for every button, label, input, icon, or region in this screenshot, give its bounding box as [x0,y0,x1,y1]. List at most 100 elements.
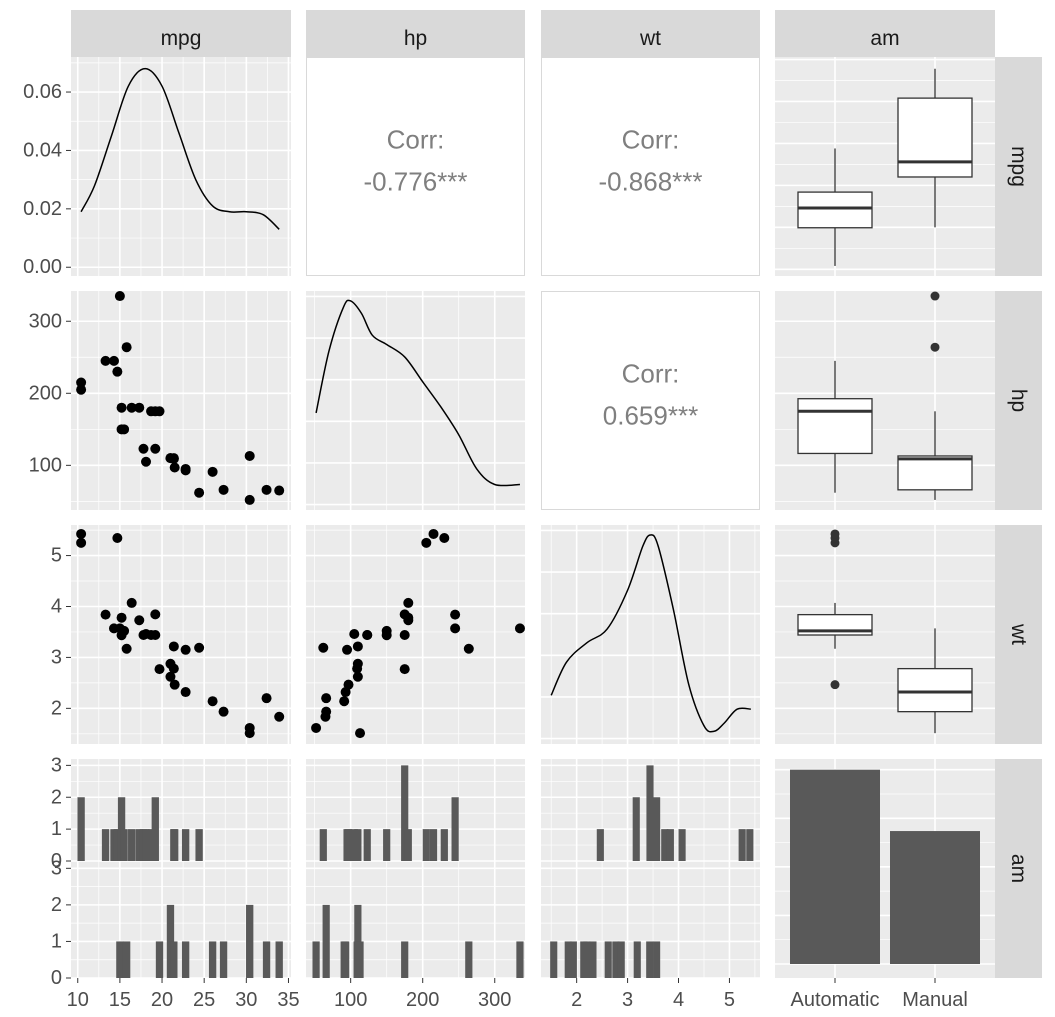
hp-x-tick-label: 300 [478,989,511,1011]
panel-wt-mpg [71,525,291,744]
corr-label: Corr: [622,125,680,155]
hp-y-tick-label: 300 [29,310,62,332]
strip-top-mpg [71,10,291,57]
scatter-point [108,355,119,366]
scatter-point [399,630,410,641]
scatter-point [126,597,137,608]
strip-label-right-am: am [1007,854,1030,883]
scatter-point [362,630,373,641]
hist-bar-automatic [451,797,459,861]
hist-bar-manual [583,941,591,978]
hist-bar-automatic [350,829,358,861]
scatter-point [168,641,179,652]
scatter-point [180,687,191,698]
scatter-point [463,643,474,654]
panel-mpg-wt: Corr: -0.868*** [541,57,760,276]
hist-bar-manual [170,941,178,978]
hist-bar-automatic [666,829,674,861]
scatter-point [76,528,87,539]
wt-y-tick-label: 4 [51,595,62,617]
scatter-point [116,402,127,413]
scatter-point [121,342,132,353]
hist-bar-manual [356,941,364,978]
mpg-x-tick-label: 25 [193,989,215,1011]
strip-label-right-hp: hp [1007,389,1030,412]
corr-value: -0.868*** [598,167,702,197]
panel-mpg-hp: Corr: -0.776*** [306,57,525,276]
scatter-point [207,696,218,707]
panel-background [71,291,291,510]
hist-bar-automatic [401,765,409,861]
box-manual [897,97,973,178]
wt-x-tick-label: 5 [724,989,735,1011]
wt-x-tick-label: 4 [673,989,684,1011]
panel-hp-wt: Corr: 0.659*** [541,291,760,510]
panel-wt-hp [306,525,525,744]
hist-bar-automatic [646,765,654,861]
scatter-point [218,706,229,717]
corr-value: 0.659*** [603,401,698,431]
wt-y-tick-label: 5 [51,545,62,567]
scatter-point [244,728,255,739]
hist-bar-manual [653,941,661,978]
scatter-point [180,644,191,655]
scatter-point [194,487,205,498]
box-manual [897,667,973,713]
hist-bar-manual [646,941,654,978]
hist-bar-automatic [440,829,448,861]
wt-y-tick-label: 2 [51,697,62,719]
panel-background [306,525,525,744]
scatter-point [321,693,332,704]
strip-label-top-mpg: mpg [161,27,202,50]
scatter-point [274,485,285,496]
hist-bar-automatic [344,829,353,861]
scatter-point [352,641,363,652]
hist-bar-automatic [354,829,362,861]
corr-label: Corr: [387,125,445,155]
hist-bar-automatic [101,829,110,861]
hist-bar-automatic [738,829,746,861]
panel-am-wt [541,759,760,979]
scatter-point [150,609,161,620]
strip-label-top-am: am [870,27,899,50]
mpg-x-tick-label: 20 [151,989,173,1011]
scatter-point [116,612,127,623]
scatter-point [311,722,322,733]
hist-bar-manual [401,941,409,978]
mpg-x-tick-label: 10 [67,989,89,1011]
scatter-point [150,443,161,454]
hist-bar-automatic [113,829,122,861]
scatter-point [450,623,461,634]
scatter-point [244,494,255,505]
box-outlier [830,529,840,539]
hist-bar-manual [246,904,254,978]
box-manual [897,455,973,491]
scatter-point [342,644,353,655]
hist-bar-manual [516,941,524,978]
panel-background [71,57,291,276]
scatter-point [76,377,87,388]
strip-label-right-mpg: mpg [1007,146,1030,187]
count-y-0-tick-label: 3 [51,754,62,776]
panel-background [306,57,525,276]
hist-bar-manual [262,941,271,978]
hist-bar-automatic [135,829,143,861]
panel-wt-wt [541,525,760,744]
scatter-point [150,630,161,641]
hist-bar-manual [312,941,320,978]
scatter-point [399,609,410,620]
scatter-point [352,663,363,674]
scatter-point [514,623,525,634]
density-y-tick-label: 0.04 [23,139,62,161]
hist-bar-automatic [746,829,754,861]
scatter-point [321,706,332,717]
wt-y-tick-label: 3 [51,646,62,668]
hist-bar-automatic [653,797,661,861]
box-outlier [930,291,940,301]
panel-wt-am [775,525,995,744]
am-x-tick-label: Manual [902,989,968,1011]
scatter-point [112,366,123,377]
density-y-tick-label: 0.06 [23,81,62,103]
scatter-point [100,609,111,620]
